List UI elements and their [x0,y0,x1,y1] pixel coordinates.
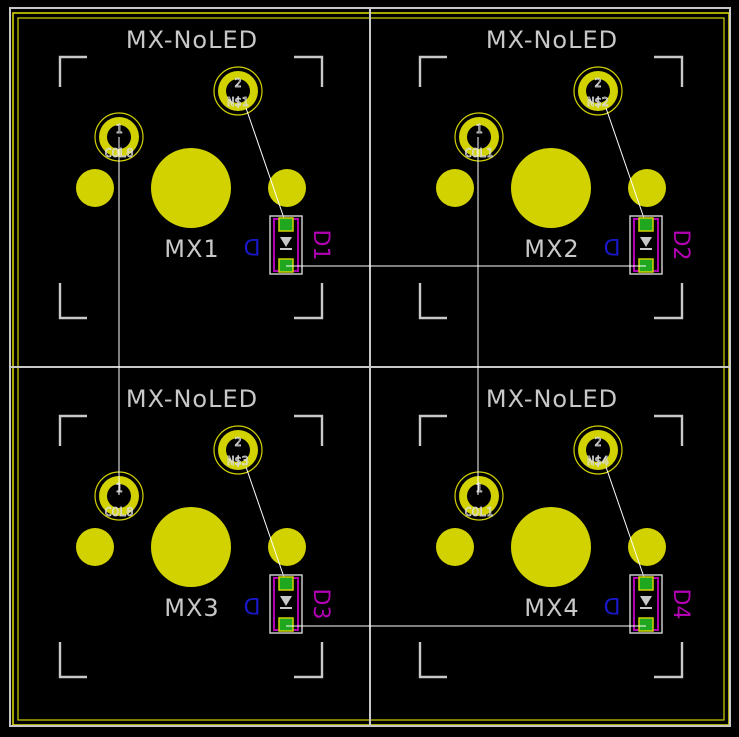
mount-hole-right [628,528,666,566]
ratsnest-pin2-diode [605,107,647,225]
diode-pad-anode [278,217,294,232]
diode-courtyard [269,574,303,634]
diode-value-label: D [244,592,261,617]
diode-footprint: D D1 [244,215,333,275]
diode-value-label: D [244,233,261,258]
pin2-net-label: N$3 [227,454,249,468]
switch-corner-brackets [418,55,684,320]
mount-hole-left [76,169,114,207]
pin1-net-label: COL1 [465,505,494,519]
switch-reference: MX3 [164,594,219,622]
pin1-drill [107,484,131,508]
pin2-net-label: N$4 [587,454,609,468]
diode-symbol-icon [640,237,652,247]
diode-symbol-icon [640,596,652,606]
diode-value-label: D [604,592,621,617]
switch-reference: MX1 [164,235,219,263]
mount-hole-left [436,528,474,566]
pin1-number: 1 [475,122,482,136]
diode-pad-anode [638,217,654,232]
switch-value-label: MX-NoLED [126,26,258,54]
diode-footprint: D D2 [604,215,693,275]
pin2-drill [586,438,610,462]
mount-hole-right [628,169,666,207]
diode-courtyard [629,574,663,634]
diode-pad-cathode [278,617,294,632]
pin1-net-label: COL0 [105,505,134,519]
pin2-number: 2 [594,76,601,90]
diode-value-label: D [604,233,621,258]
center-hole [151,148,231,228]
switch-reference: MX4 [524,594,579,622]
switch-corner-brackets [418,414,684,679]
mount-hole-left [76,528,114,566]
pin2-drill [586,79,610,103]
mount-hole-right [268,169,306,207]
switch-corner-brackets [58,55,324,320]
switch-value-label: MX-NoLED [126,385,258,413]
pin2-number: 2 [234,76,241,90]
switch-value-label: MX-NoLED [486,26,618,54]
pin2-number: 2 [594,435,601,449]
ratsnest-pin2-diode [245,466,287,584]
diode-reference: D3 [308,589,333,620]
diode-courtyard [629,215,663,275]
pin2-number: 2 [234,435,241,449]
diode-pad-anode [638,576,654,591]
mount-hole-left [436,169,474,207]
switch-reference: MX2 [524,235,579,263]
ratsnest-pin2-diode [245,107,287,225]
center-hole [511,148,591,228]
diode-pad-cathode [638,617,654,632]
diode-footprint: D D4 [604,574,693,634]
diode-symbol-icon [280,596,292,606]
diode-reference: D2 [668,230,693,261]
center-hole [511,507,591,587]
pin1-pad-ring [454,112,504,162]
ratsnest [118,137,646,627]
pin1-drill [467,484,491,508]
diode-reference: D4 [668,589,693,620]
pin2-pad-ring [213,66,263,116]
switch-corner-brackets [58,414,324,679]
pin2-net-label: N$1 [227,95,249,109]
pin1-pad-ring [454,471,504,521]
diode-footprint: D D3 [244,574,333,634]
diode-reference: D1 [308,230,333,261]
pin2-drill [226,79,250,103]
pin2-pad-ring [573,425,623,475]
diode-courtyard [269,215,303,275]
pin1-number: 1 [475,481,482,495]
diode-symbol-icon [280,237,292,247]
switch-footprint: MX-NoLED 1 COL1 2 N$2 MX2 D D2 [418,26,693,320]
key-grid [9,7,731,727]
center-hole [151,507,231,587]
mount-hole-right [268,528,306,566]
switch-value-label: MX-NoLED [486,385,618,413]
pin1-drill [467,125,491,149]
ratsnest-pin2-diode [605,466,647,584]
pin1-net-label: COL1 [465,146,494,160]
pin2-net-label: N$2 [587,95,609,109]
diode-pad-anode [278,576,294,591]
pin2-pad-ring [213,425,263,475]
pin2-drill [226,438,250,462]
switch-footprint: MX-NoLED 1 COL1 2 N$4 MX4 D D4 [418,385,693,679]
pin2-pad-ring [573,66,623,116]
pin1-number: 1 [115,122,122,136]
